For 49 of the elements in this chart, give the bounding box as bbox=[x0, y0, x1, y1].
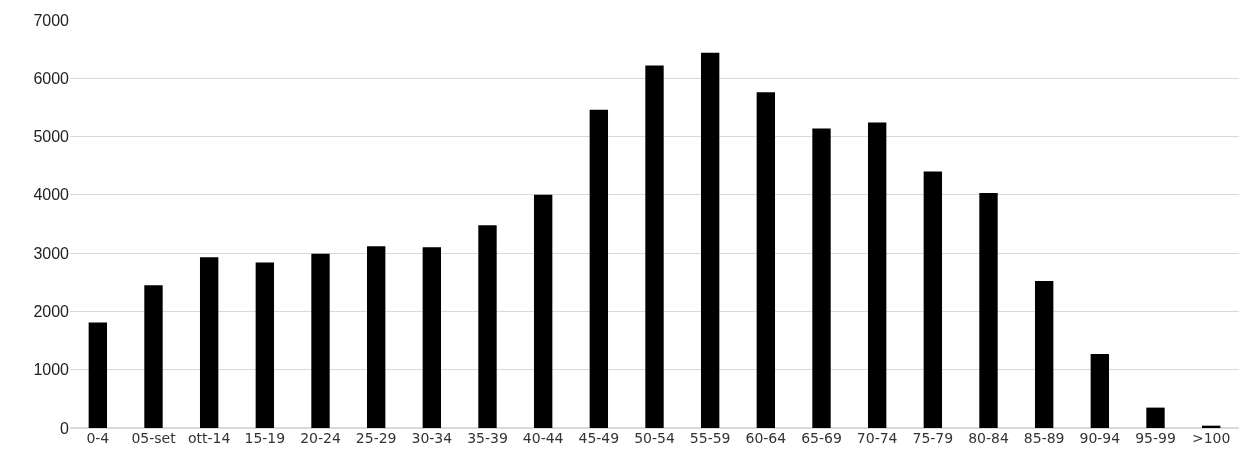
x-tick-label: 80-84 bbox=[968, 430, 1009, 446]
y-tick-label: 2000 bbox=[33, 303, 70, 321]
x-tick-label: 60-64 bbox=[745, 430, 787, 446]
x-tick-label: 75-79 bbox=[912, 430, 954, 446]
x-tick-label: >100 bbox=[1191, 430, 1231, 446]
x-tick-label: 35-39 bbox=[467, 430, 508, 446]
x-tick-label: 95-99 bbox=[1135, 430, 1176, 446]
bar bbox=[645, 65, 664, 428]
x-tick-label: 45-49 bbox=[578, 430, 620, 446]
bar bbox=[199, 257, 219, 428]
y-tick-label: 3000 bbox=[33, 244, 70, 262]
bar bbox=[923, 171, 943, 428]
y-tick-label: 0 bbox=[60, 419, 70, 437]
bar bbox=[1146, 407, 1165, 428]
y-tick-label: 4000 bbox=[33, 186, 70, 204]
x-tick-label: 85-89 bbox=[1023, 430, 1065, 446]
x-tick-label: ott-14 bbox=[187, 430, 231, 446]
bar bbox=[311, 253, 330, 428]
x-tick-label: 20-24 bbox=[300, 430, 341, 446]
bar bbox=[867, 122, 887, 428]
bar bbox=[478, 225, 497, 428]
bar bbox=[589, 109, 609, 428]
y-tick-label: 7000 bbox=[33, 11, 70, 29]
y-tick-label: 1000 bbox=[33, 361, 70, 379]
x-tick-label: 0-4 bbox=[86, 430, 110, 446]
bar bbox=[422, 247, 442, 428]
x-tick-label: 40-44 bbox=[522, 430, 564, 446]
y-tick-label: 5000 bbox=[33, 128, 70, 146]
bar bbox=[1090, 353, 1110, 428]
bar bbox=[255, 262, 275, 428]
x-tick-label: 30-34 bbox=[411, 430, 453, 446]
bar bbox=[812, 128, 831, 428]
bar bbox=[144, 285, 163, 428]
x-tick-label: 65-69 bbox=[801, 430, 842, 446]
bar bbox=[366, 246, 386, 428]
x-tick-label: 70-74 bbox=[856, 430, 898, 446]
x-tick-label: 55-59 bbox=[689, 430, 731, 446]
bar bbox=[756, 92, 776, 428]
bar bbox=[979, 193, 998, 428]
x-tick-label: 15-19 bbox=[244, 430, 286, 446]
bar bbox=[533, 194, 553, 428]
bar bbox=[1034, 281, 1054, 428]
y-tick-label: 6000 bbox=[33, 69, 70, 87]
x-tick-label: 25-29 bbox=[355, 430, 397, 446]
x-tick-label: 90-94 bbox=[1079, 430, 1121, 446]
bar bbox=[700, 52, 720, 428]
bar bbox=[88, 322, 108, 428]
x-tick-label: 50-54 bbox=[634, 430, 675, 446]
x-tick-label: 05-set bbox=[131, 430, 177, 446]
